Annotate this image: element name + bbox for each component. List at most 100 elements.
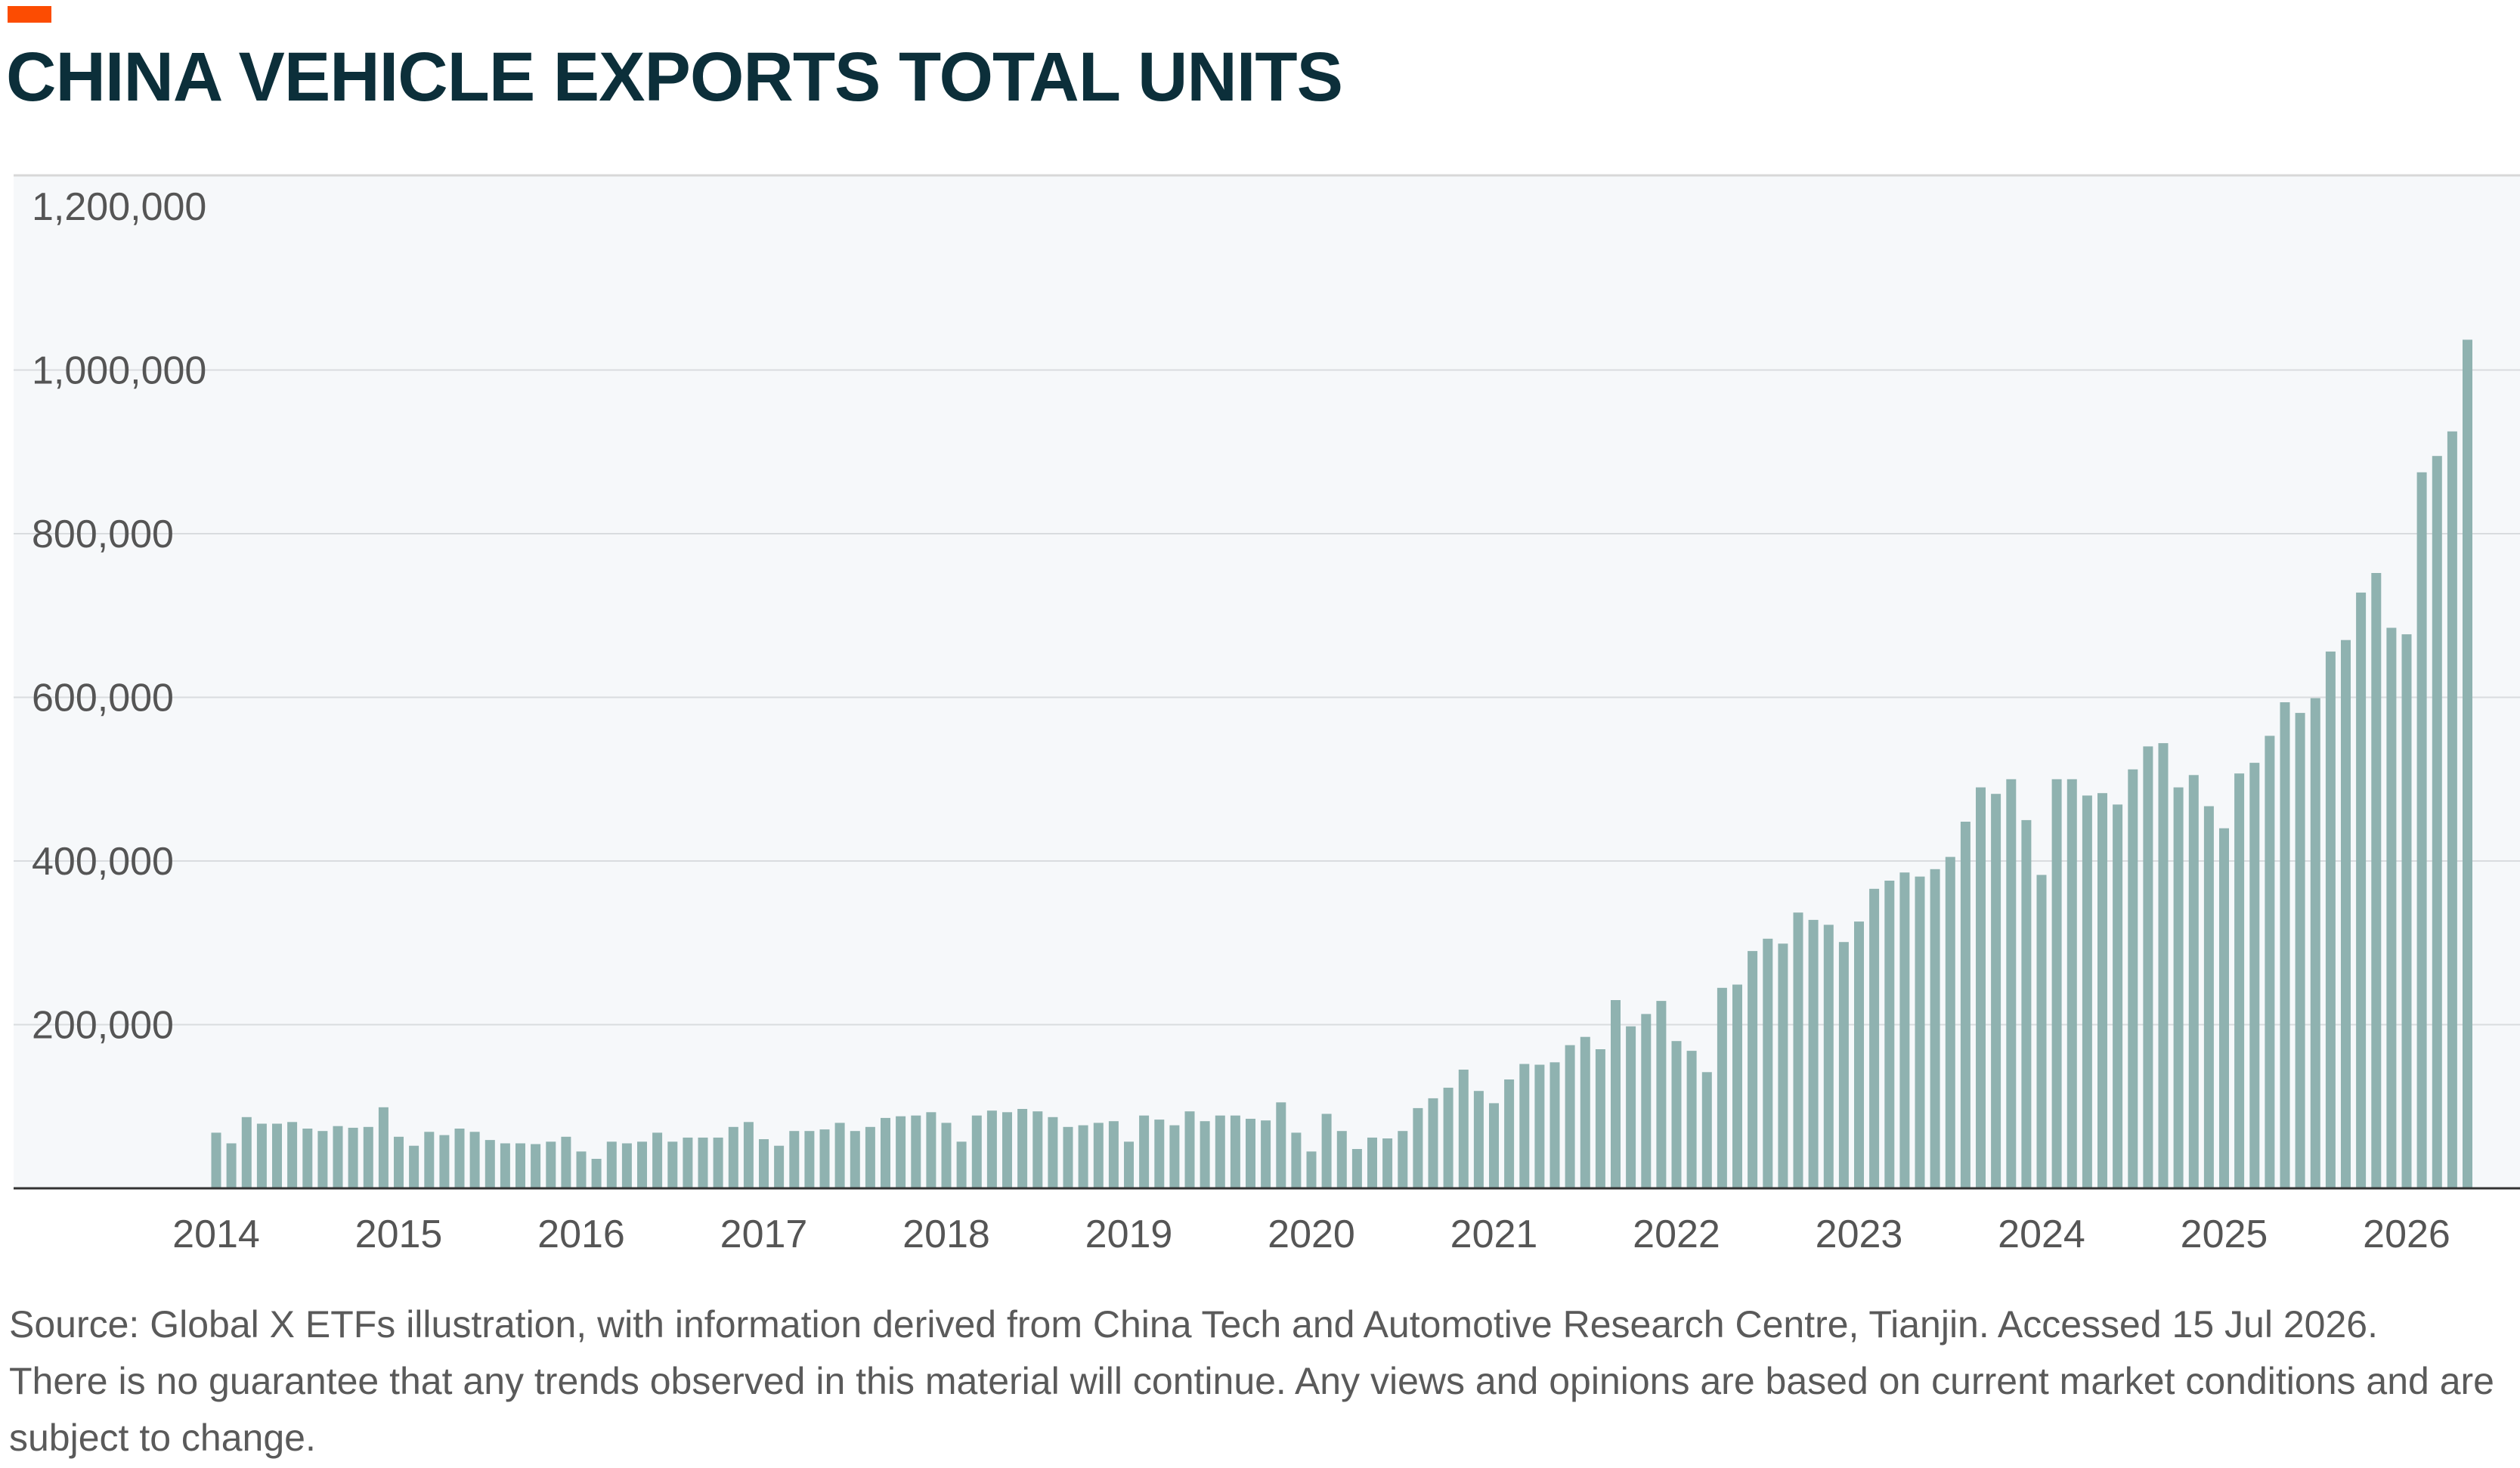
bar: [2051, 779, 2062, 1189]
bar: [1246, 1119, 1255, 1188]
bar: [1200, 1121, 1210, 1188]
bar: [1838, 942, 1849, 1188]
bar: [1230, 1115, 1240, 1188]
bar: [1899, 872, 1910, 1188]
bar: [1976, 787, 1986, 1188]
bar: [2188, 775, 2199, 1188]
bar: [1854, 921, 1864, 1188]
bar: [1641, 1014, 1652, 1188]
bar: [819, 1129, 830, 1188]
bar: [621, 1143, 632, 1188]
bar: [789, 1131, 800, 1188]
bar: [1413, 1107, 1423, 1188]
x-tick-label: 2025: [2181, 1212, 2268, 1256]
bar: [1519, 1064, 1530, 1188]
bar: [1504, 1079, 1515, 1188]
y-tick-label: 1,000,000: [32, 349, 206, 393]
bar: [2128, 769, 2138, 1188]
bar: [1793, 912, 1803, 1188]
bar: [713, 1137, 723, 1188]
bar: [865, 1126, 875, 1188]
bar: [971, 1115, 982, 1188]
bar: [1656, 1001, 1667, 1188]
bar: [1291, 1132, 1302, 1188]
bar: [2173, 787, 2184, 1188]
bar: [698, 1137, 708, 1188]
bar: [2066, 779, 2077, 1189]
bar: [2280, 702, 2290, 1188]
y-tick-label: 1,200,000: [32, 185, 206, 229]
bar: [1428, 1098, 1438, 1188]
bar: [1671, 1041, 1682, 1188]
bar: [1093, 1123, 1104, 1188]
bar: [363, 1126, 373, 1188]
bar: [728, 1126, 738, 1188]
bar: [2219, 828, 2229, 1188]
bar: [1960, 822, 1970, 1188]
bar: [1930, 869, 1940, 1188]
bar: [394, 1136, 404, 1188]
bar: [1945, 856, 1955, 1188]
chart: 200,000 400,000 600,000 800,000 1,000,000 1,2…: [14, 174, 2520, 1256]
bar: [1717, 987, 1727, 1188]
bar: [683, 1137, 693, 1188]
bar: [881, 1117, 890, 1188]
bar: [1108, 1121, 1119, 1188]
bar: [2082, 795, 2092, 1188]
x-tick-label: 2022: [1633, 1212, 1720, 1256]
bar: [1580, 1036, 1590, 1188]
bar: [986, 1110, 997, 1188]
accent-bar: [8, 6, 51, 23]
bar: [1565, 1045, 1575, 1188]
bar: [348, 1127, 358, 1188]
chart-title: CHINA VEHICLE EXPORTS TOTAL UNITS: [6, 39, 1343, 116]
bar: [211, 1132, 221, 1188]
bar: [1063, 1126, 1073, 1188]
bar: [1336, 1131, 1347, 1188]
bar: [1306, 1151, 1317, 1188]
bar: [1748, 951, 1758, 1188]
bar: [956, 1141, 967, 1188]
bar: [1048, 1116, 1058, 1188]
bar: [2021, 819, 2032, 1188]
bar: [2097, 793, 2107, 1188]
bar: [1002, 1112, 1012, 1188]
bar: [226, 1143, 237, 1188]
bar: [2249, 763, 2260, 1188]
bar: [1732, 984, 1742, 1188]
bar: [774, 1145, 785, 1188]
bar: [1763, 938, 1773, 1188]
y-tick-label: 400,000: [32, 840, 174, 884]
x-tick-label: 2014: [172, 1212, 260, 1256]
bar: [759, 1139, 769, 1188]
bar: [439, 1135, 450, 1188]
y-tick-label: 800,000: [32, 513, 174, 556]
bar: [1991, 794, 2001, 1188]
bars: [211, 339, 2472, 1189]
bar: [1321, 1113, 1332, 1188]
x-tick-label: 2015: [355, 1212, 443, 1256]
bar: [2463, 339, 2472, 1188]
bar: [2006, 779, 2017, 1189]
bar: [1778, 943, 1788, 1188]
source-notes: Source: Global X ETFs illustration, with…: [9, 1296, 2503, 1466]
bar: [804, 1131, 815, 1188]
x-tick-label: 2023: [1816, 1212, 1903, 1256]
bar: [1808, 919, 1819, 1188]
bar: [302, 1129, 313, 1188]
bar: [2447, 431, 2457, 1188]
bar: [2265, 736, 2275, 1188]
bar: [1078, 1125, 1088, 1188]
bar: [1884, 881, 1895, 1188]
y-axis-labels: 200,000 400,000 600,000 800,000 1,000,000 1,2…: [32, 185, 206, 1048]
x-tick-label: 2016: [537, 1212, 625, 1256]
x-tick-label: 2017: [720, 1212, 808, 1256]
bar: [2325, 651, 2336, 1188]
bar: [333, 1126, 343, 1188]
bar: [1169, 1125, 1180, 1188]
bar: [1595, 1049, 1605, 1188]
bar: [1215, 1115, 1225, 1188]
bar: [500, 1143, 510, 1188]
bar: [1915, 876, 1925, 1188]
bar: [637, 1141, 647, 1188]
